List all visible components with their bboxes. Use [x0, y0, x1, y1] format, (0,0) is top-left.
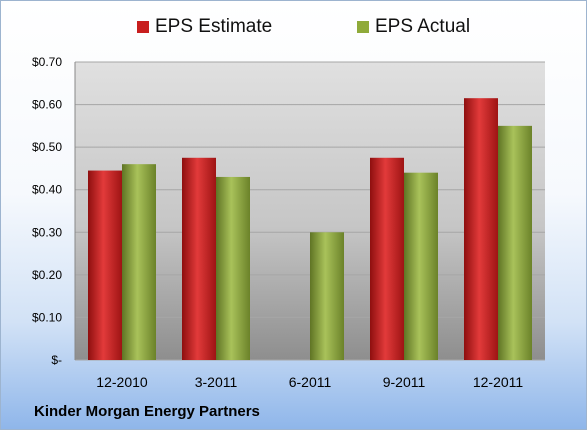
- bar-estimate: [88, 170, 122, 360]
- x-tick-label: 9-2011: [383, 374, 426, 390]
- y-tick-label: $0.50: [32, 140, 62, 154]
- legend-label-estimate: EPS Estimate: [155, 16, 273, 37]
- legend-label-actual: EPS Actual: [375, 16, 471, 37]
- company-name: Kinder Morgan Energy Partners: [34, 403, 260, 420]
- y-tick-label: $-: [51, 353, 62, 367]
- x-tick-label: 6-2011: [289, 374, 332, 390]
- bar-actual: [404, 172, 438, 360]
- y-tick-label: $0.20: [32, 268, 62, 282]
- bar-actual: [498, 125, 532, 360]
- bar-estimate: [370, 157, 404, 360]
- x-tick-label: 3-2011: [195, 374, 238, 390]
- y-tick-label: $0.30: [32, 225, 62, 239]
- y-tick-label: $0.10: [32, 310, 62, 324]
- bar-actual: [310, 232, 344, 360]
- bar-actual: [216, 176, 250, 360]
- x-tick-label: 12-2010: [96, 374, 148, 390]
- legend-item-actual: EPS Actual: [357, 15, 470, 39]
- y-tick-label: $0.40: [32, 183, 62, 197]
- legend-swatch-estimate: [137, 21, 149, 33]
- x-tick-label: 12-2011: [473, 374, 524, 390]
- bar-estimate: [464, 98, 498, 360]
- y-tick-label: $0.70: [32, 55, 62, 69]
- bar-estimate: [182, 157, 216, 360]
- legend-item-estimate: EPS Estimate: [137, 15, 272, 39]
- legend-swatch-actual: [357, 21, 369, 33]
- y-tick-label: $0.60: [32, 98, 62, 112]
- bar-actual: [122, 164, 156, 360]
